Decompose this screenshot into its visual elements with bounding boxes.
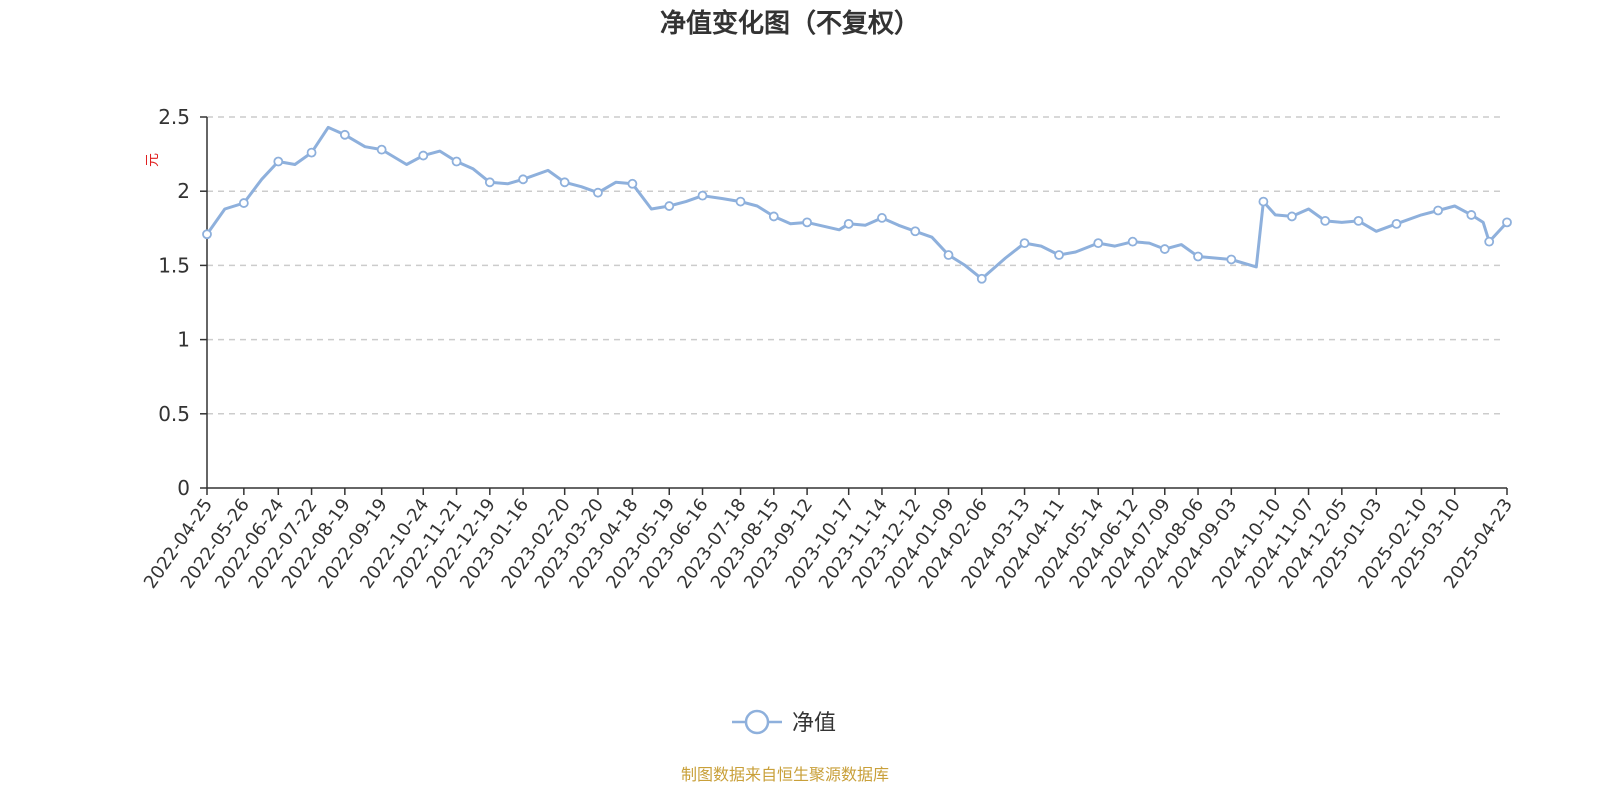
data-point [1320,215,1331,226]
series-line [205,125,1509,281]
data-point [484,177,495,188]
data-point [1391,218,1402,229]
legend-label: 净值 [792,711,836,736]
data-point [1287,211,1297,222]
y-tick-label: 1.5 [158,253,190,277]
data-point [843,218,854,229]
data-point [1054,250,1064,260]
chart-title: 净值变化图（不复权） [660,8,920,39]
data-point [451,156,462,167]
data-point [1193,251,1203,262]
data-point [418,150,429,161]
data-point [518,174,528,185]
data-point [943,250,954,260]
data-point [1159,244,1170,254]
y-tick-label: 0.5 [158,402,190,426]
data-point [1433,205,1443,216]
data-point [593,187,603,198]
y-tick-label: 2.5 [158,105,190,129]
series-nav [202,125,1512,284]
data-point [1127,236,1138,247]
data-point [273,156,284,167]
data-point [1502,217,1512,228]
data-point [238,198,249,208]
axes [206,117,1507,489]
legend-circle-icon [744,709,770,735]
y-tick-label: 0 [177,476,190,500]
y-tick-label: 1 [177,328,190,352]
source-note: 制图数据来自恒生聚源数据库 [681,765,889,784]
data-point [306,147,317,158]
data-point [376,144,387,155]
data-point [1353,215,1364,226]
data-point [735,196,746,207]
data-point [910,226,921,237]
data-point [339,129,350,140]
data-point [1019,238,1030,249]
data-point [768,211,779,222]
legend[interactable]: 净值 [732,709,836,736]
data-point [559,177,570,188]
data-point [664,201,675,211]
data-point [877,213,887,223]
data-point [697,190,708,201]
data-point [1466,210,1477,220]
y-axis-ticks: 0 0.5 1 1.5 2 2.5 [158,105,207,500]
data-point [1484,236,1495,247]
data-point [1258,196,1269,207]
data-point [627,178,638,189]
data-point [802,217,812,228]
data-point [976,273,987,284]
x-axis-ticks: 2022-04-252022-05-262022-06-242022-07-22… [140,488,1517,593]
data-point [1093,238,1104,249]
y-tick-label: 2 [177,179,190,203]
data-point [202,229,212,240]
data-point [1226,254,1237,265]
y-axis-unit-label: 元 [145,153,161,167]
